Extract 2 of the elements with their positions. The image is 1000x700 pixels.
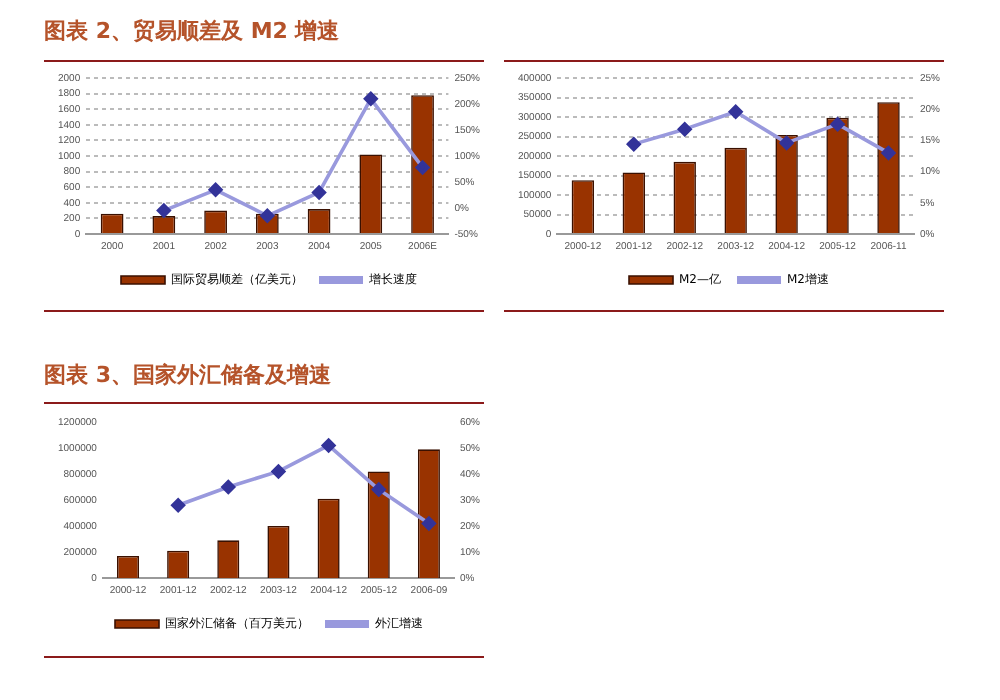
chart-title: 图表 2、贸易顺差及 M2 增速 [44,16,342,46]
chart-title: 图表 3、国家外汇储备及增速 [44,360,333,390]
